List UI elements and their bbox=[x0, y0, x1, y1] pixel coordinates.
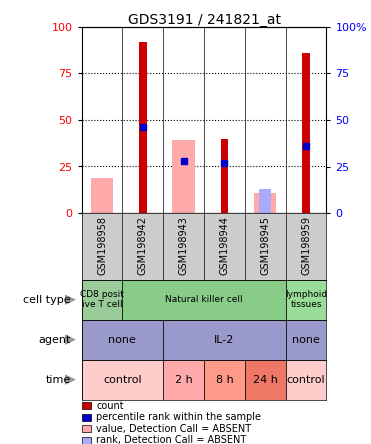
Text: count: count bbox=[96, 401, 124, 411]
Bar bbox=[173, 140, 195, 213]
Text: cell type: cell type bbox=[23, 295, 70, 305]
Text: none: none bbox=[292, 335, 320, 345]
Text: time: time bbox=[45, 375, 70, 385]
Text: GSM198945: GSM198945 bbox=[260, 217, 270, 275]
Bar bbox=[259, 189, 272, 213]
Text: value, Detection Call = ABSENT: value, Detection Call = ABSENT bbox=[96, 424, 252, 434]
Text: control: control bbox=[287, 375, 325, 385]
Text: GSM198942: GSM198942 bbox=[138, 217, 148, 275]
Text: percentile rank within the sample: percentile rank within the sample bbox=[96, 412, 261, 422]
Text: control: control bbox=[103, 375, 142, 385]
Bar bbox=[286, 280, 326, 320]
Bar bbox=[82, 360, 163, 400]
Text: GSM198943: GSM198943 bbox=[179, 217, 188, 275]
Bar bbox=[82, 402, 91, 409]
Text: 2 h: 2 h bbox=[175, 375, 193, 385]
Text: GDS3191 / 241821_at: GDS3191 / 241821_at bbox=[128, 13, 280, 28]
Bar bbox=[220, 139, 229, 213]
Text: CD8 posit
ive T cell: CD8 posit ive T cell bbox=[80, 290, 124, 309]
Bar bbox=[122, 280, 286, 320]
Text: none: none bbox=[108, 335, 137, 345]
Text: 24 h: 24 h bbox=[253, 375, 278, 385]
Text: Natural killer cell: Natural killer cell bbox=[165, 295, 243, 304]
Text: agent: agent bbox=[38, 335, 70, 345]
Text: 8 h: 8 h bbox=[216, 375, 233, 385]
Polygon shape bbox=[65, 334, 76, 345]
Bar bbox=[163, 320, 286, 360]
Text: GSM198959: GSM198959 bbox=[301, 217, 311, 275]
Bar bbox=[82, 414, 91, 421]
Polygon shape bbox=[65, 374, 76, 385]
Bar bbox=[82, 437, 91, 444]
Polygon shape bbox=[65, 294, 76, 305]
Text: lymphoid
tissues: lymphoid tissues bbox=[285, 290, 327, 309]
Text: IL-2: IL-2 bbox=[214, 335, 234, 345]
Bar bbox=[82, 280, 122, 320]
Bar bbox=[91, 178, 113, 213]
Bar bbox=[82, 425, 91, 432]
Bar bbox=[204, 360, 245, 400]
Bar bbox=[254, 193, 276, 213]
Bar bbox=[163, 360, 204, 400]
Text: rank, Detection Call = ABSENT: rank, Detection Call = ABSENT bbox=[96, 436, 247, 444]
Text: GSM198958: GSM198958 bbox=[97, 217, 107, 275]
Bar bbox=[302, 53, 310, 213]
Bar bbox=[245, 360, 286, 400]
Bar bbox=[286, 360, 326, 400]
Bar bbox=[139, 42, 147, 213]
Text: GSM198944: GSM198944 bbox=[220, 217, 229, 275]
Bar bbox=[82, 320, 163, 360]
Bar bbox=[286, 320, 326, 360]
